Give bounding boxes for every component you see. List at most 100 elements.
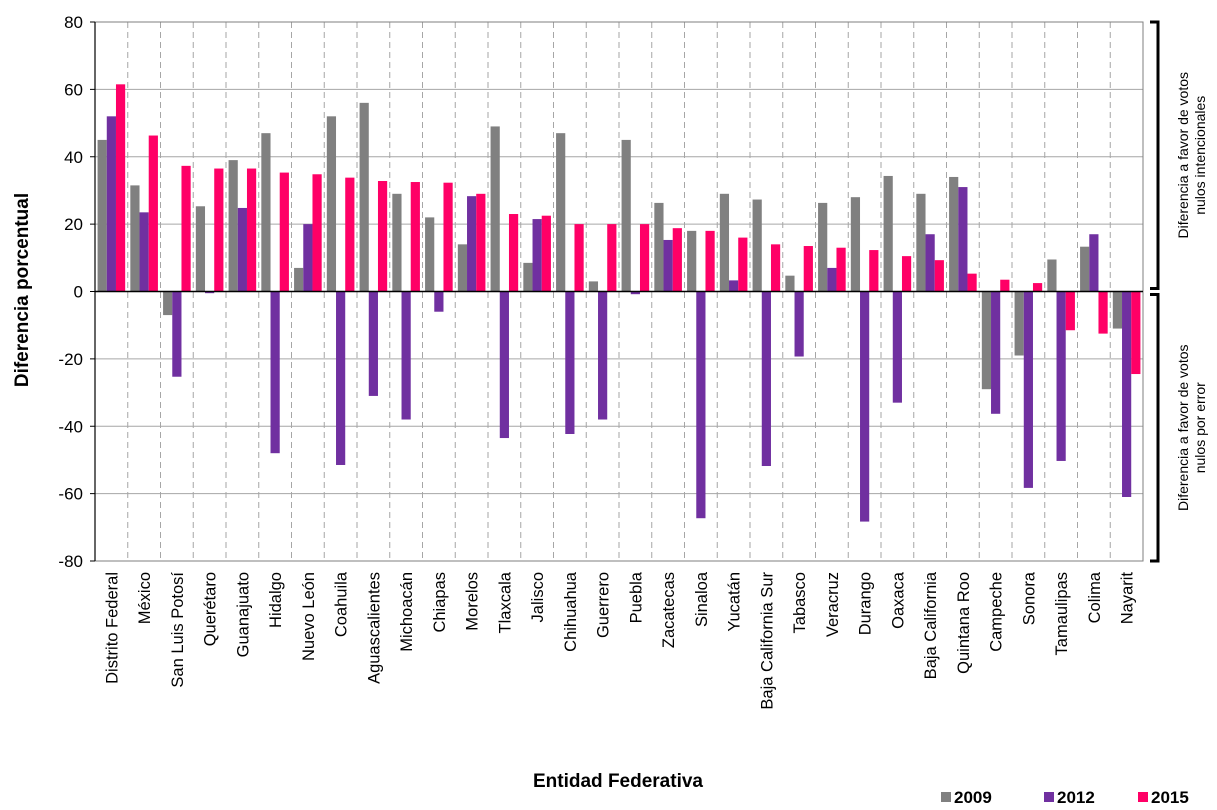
x-tick-label: Tlaxcala (496, 571, 514, 633)
bar-2015 (1131, 291, 1141, 375)
bar-2009 (752, 199, 762, 292)
x-tick-label: Durango (857, 572, 875, 635)
bar-2012 (270, 291, 280, 454)
legend-swatch-2012 (1044, 792, 1054, 802)
bar-2012 (598, 291, 608, 420)
y-axis-label: Diferencia porcentual (12, 193, 33, 387)
bar-2015 (639, 224, 650, 292)
legend-swatch-2009 (941, 792, 951, 802)
x-tick-label: Baja California Sur (758, 572, 776, 710)
annotation-text: nulos por error (1192, 382, 1208, 473)
bar-2015 (476, 193, 486, 292)
bar-2012 (696, 291, 706, 519)
bar-2015 (934, 260, 944, 292)
bar-2009 (359, 102, 369, 292)
bar-2015 (181, 165, 191, 292)
bracket (1150, 293, 1160, 563)
bar-2015 (967, 273, 977, 292)
bar-2009 (687, 230, 697, 292)
bar-2009 (785, 275, 795, 292)
bar-2012 (467, 196, 477, 292)
bar-2012 (1056, 291, 1066, 461)
x-tick-label: Guanajuato (234, 572, 252, 657)
y-tick-label: 80 (64, 13, 83, 32)
x-tick-label: Distrito Federal (103, 572, 121, 684)
x-tick-label: México (136, 572, 154, 624)
bar-2012 (630, 291, 640, 295)
bar-2012 (1122, 291, 1132, 497)
bar-2015 (345, 177, 355, 292)
bar-2015 (377, 181, 388, 292)
x-tick-label: Sinaloa (693, 571, 711, 627)
bar-2012 (499, 291, 509, 439)
bars-group (97, 84, 1141, 522)
x-tick-label: Oaxaca (889, 571, 907, 629)
x-tick-label: Hidalgo (267, 572, 285, 628)
bar-2009 (294, 267, 304, 292)
bar-2012 (761, 291, 771, 467)
y-tick-label: -40 (58, 417, 83, 436)
bar-2012 (303, 224, 313, 292)
bar-2009 (916, 193, 926, 292)
bar-2009 (1014, 291, 1024, 356)
x-tick-label: Guerrero (595, 572, 613, 638)
legend: 2009 2012 2015 (941, 788, 1189, 807)
y-tick-label: 0 (74, 283, 83, 302)
x-tick-label: Colima (1086, 571, 1104, 623)
y-tick-label: 20 (64, 215, 83, 234)
bar-2009 (818, 202, 828, 292)
bar-2012 (434, 291, 444, 312)
bar-2015 (148, 135, 158, 292)
bar-2012 (892, 291, 902, 403)
bar-2015 (574, 224, 584, 292)
bar-2009 (130, 185, 140, 292)
bar-2015 (443, 182, 453, 292)
x-tick-label: Puebla (627, 571, 645, 623)
bar-2009 (981, 291, 992, 390)
bar-2012 (729, 280, 739, 292)
x-tick-label: Michoacán (398, 572, 416, 652)
bar-2009 (949, 176, 959, 292)
x-tick-label: Chiapas (431, 572, 449, 633)
x-tick-label: Veracruz (824, 572, 842, 637)
bar-2015 (803, 246, 813, 292)
bar-2009 (850, 197, 861, 292)
x-tick-label: San Luis Potosí (169, 572, 187, 688)
bar-2012 (1089, 234, 1099, 292)
legend-label-2012: 2012 (1057, 788, 1095, 807)
bar-2009 (621, 139, 631, 292)
bar-2015 (508, 214, 519, 292)
y-tick-label: -80 (58, 552, 83, 571)
x-tick-labels: Distrito Federal México San Luis Potosí Que… (103, 571, 1136, 709)
bar-2009 (719, 193, 730, 292)
annotation-text: Diferencia a favor de votos (1175, 344, 1191, 511)
bar-2012 (368, 291, 378, 396)
bar-2009 (523, 262, 533, 292)
x-tick-label: Zacatecas (660, 572, 678, 648)
bar-2009 (490, 126, 500, 292)
bar-2009 (1047, 259, 1057, 292)
bar-2009 (654, 202, 664, 292)
bar-2009 (326, 116, 337, 292)
bar-2012 (205, 291, 215, 294)
bar-2015 (1000, 279, 1010, 292)
annotation-text: Diferencia a favor de votos (1175, 72, 1191, 239)
x-tick-label: Tabasco (791, 572, 809, 633)
bar-2015 (705, 230, 715, 292)
bar-2012 (237, 207, 247, 292)
y-tick-label: -20 (58, 350, 83, 369)
axes-group (90, 21, 1144, 562)
legend-label-2015: 2015 (1151, 788, 1189, 807)
y-tick-label: 40 (64, 148, 83, 167)
bar-2012 (139, 212, 149, 292)
bar-2009 (1080, 246, 1090, 292)
bar-2009 (195, 206, 206, 292)
bar-2015 (541, 215, 551, 292)
bar-2012 (565, 291, 575, 434)
bar-2009 (261, 133, 271, 292)
bar-2012 (794, 291, 804, 357)
bar-2009 (883, 175, 893, 292)
bar-2009 (425, 217, 435, 292)
bar-2012 (991, 291, 1001, 414)
bar-2015 (1098, 291, 1108, 334)
